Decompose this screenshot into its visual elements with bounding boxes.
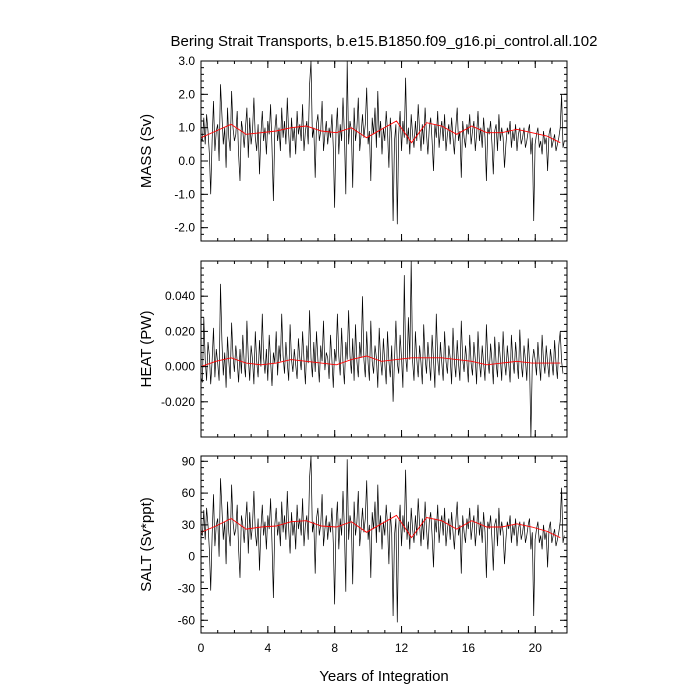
heat-running-mean-line <box>200 355 561 368</box>
chart-title: Bering Strait Transports, b.e15.B1850.f0… <box>171 33 598 50</box>
panel-salt: 90 60 30 0 -30 -60 SALT (Sv*ppt) <box>138 454 568 634</box>
mass-ytick-label: 0.0 <box>178 154 195 168</box>
salt-ytick-label: 60 <box>182 486 196 500</box>
salt-y-axis-label: SALT (Sv*ppt) <box>138 497 155 591</box>
panel-heat: 0.040 0.020 0.000 -0.020 HEAT (PW) <box>138 260 568 438</box>
mass-ytick-label: 1.0 <box>178 121 195 135</box>
salt-ytick-label: -30 <box>178 581 196 595</box>
xtick-label: 16 <box>462 641 476 655</box>
salt-ytick-label: 90 <box>182 454 196 468</box>
salt-ytick-label: -60 <box>178 613 196 627</box>
salt-running-mean-line <box>200 514 561 539</box>
x-axis-label: Years of Integration <box>319 668 449 685</box>
mass-ytick-label: -1.0 <box>174 187 195 201</box>
salt-ytick-label: 30 <box>182 518 196 532</box>
xtick-label: 8 <box>331 641 338 655</box>
mass-frame <box>200 60 568 242</box>
xtick-label: 12 <box>395 641 409 655</box>
mass-monthly-line <box>200 60 565 225</box>
salt-frame <box>200 455 568 634</box>
salt-ytick-label: 0 <box>188 550 195 564</box>
heat-ytick-label: 0.000 <box>165 360 195 374</box>
xtick-label: 4 <box>265 641 272 655</box>
mass-ytick-label: 3.0 <box>178 54 195 68</box>
salt-monthly-line <box>200 455 565 623</box>
xtick-label: 0 <box>198 641 205 655</box>
panel-mass: 3.0 2.0 1.0 0.0 -1.0 -2.0 MASS (Sv) <box>138 54 568 242</box>
mass-running-mean-line <box>200 120 561 144</box>
heat-ytick-label: 0.020 <box>165 324 195 338</box>
mass-y-axis-label: MASS (Sv) <box>138 114 155 188</box>
heat-ytick-label: 0.040 <box>165 289 195 303</box>
xtick-label: 20 <box>529 641 543 655</box>
mass-ytick-label: -2.0 <box>174 221 195 235</box>
mass-ytick-label: 2.0 <box>178 87 195 101</box>
x-axis: 0 4 8 12 16 20 <box>198 641 543 655</box>
heat-monthly-line <box>200 260 564 438</box>
heat-y-axis-label: HEAT (PW) <box>138 311 155 388</box>
heat-frame <box>200 260 568 438</box>
heat-ytick-label: -0.020 <box>161 395 195 409</box>
